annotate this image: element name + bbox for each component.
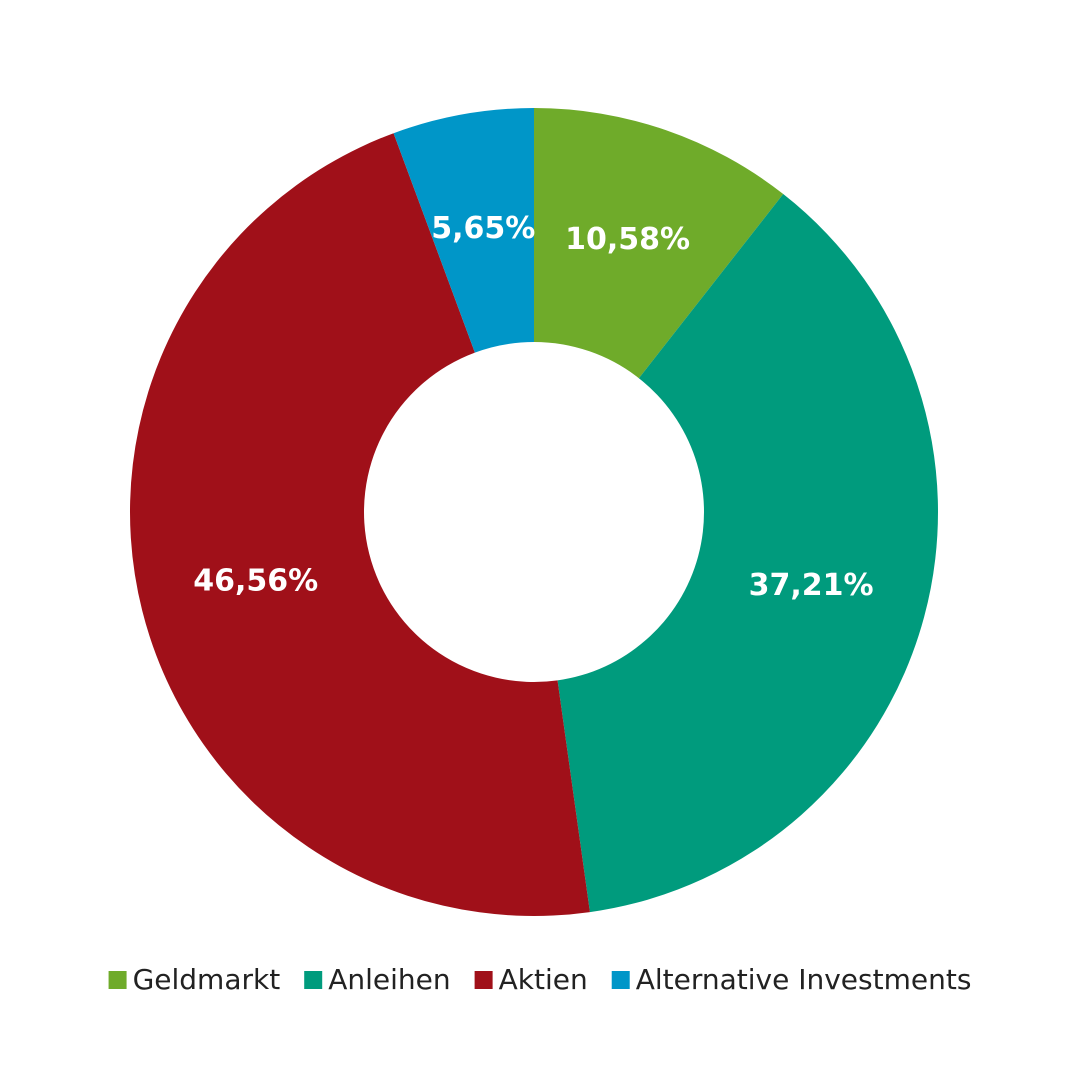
donut-segment [534, 108, 784, 379]
legend-label: Alternative Investments [636, 963, 972, 996]
donut-segment [557, 194, 938, 913]
legend-swatch [108, 971, 127, 989]
legend-swatch [611, 971, 630, 989]
legend-swatch [474, 971, 493, 989]
legend-label: Anleihen [328, 963, 450, 996]
value-label: 10,58% [565, 222, 690, 257]
legend-swatch [304, 971, 323, 989]
value-label: 5,65% [431, 211, 535, 246]
donut-segment [393, 108, 534, 353]
value-label: 46,56% [193, 564, 318, 599]
donut-segment [130, 133, 590, 917]
value-label: 37,21% [749, 568, 874, 603]
legend-label: Geldmarkt [133, 963, 281, 996]
legend-label: Aktien [499, 963, 588, 996]
